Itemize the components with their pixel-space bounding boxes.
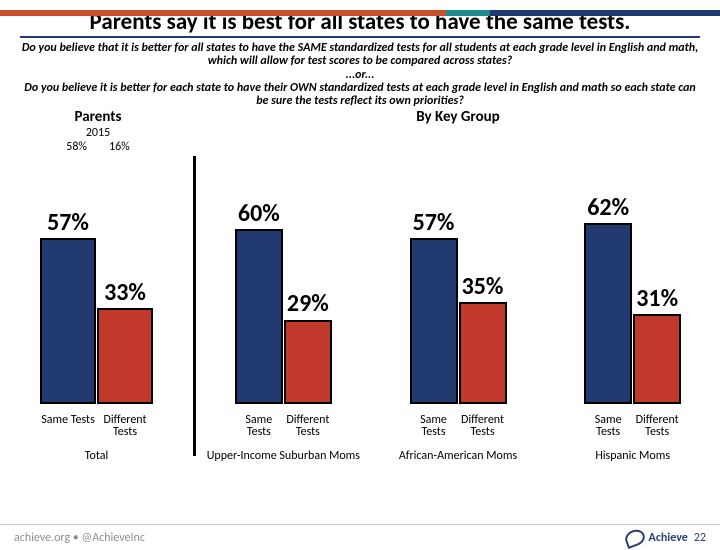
bar-same: 57%: [40, 194, 96, 404]
group-chart-2: 62%31%Same TestsDifferent TestsHispanic …: [545, 156, 720, 456]
bar-same: 62%: [584, 194, 632, 404]
axis-label-same: Same Tests: [40, 414, 96, 438]
axis-label-same: Same Tests: [410, 414, 458, 438]
group-title-total: Total: [0, 450, 193, 462]
brand-text: Achieve: [649, 531, 688, 545]
slide-subhead: Do you believe that it is better for all…: [0, 42, 720, 108]
achieve-logo-icon: Achieve: [625, 530, 688, 546]
key-groups-charts: 60%29%Same TestsDifferent TestsUpper-Inc…: [196, 156, 720, 456]
section-label-parents: Parents: [0, 108, 196, 126]
bar-same: 60%: [235, 194, 283, 404]
mini-values-row: 58% 16%: [0, 140, 196, 154]
axis-label-same: Same Tests: [235, 414, 283, 438]
group-chart-1: 57%35%Same TestsDifferent TestsAfrican-A…: [371, 156, 546, 456]
axis-label-different: Different Tests: [97, 414, 153, 438]
axis-label-different: Different Tests: [284, 414, 332, 438]
top-accent-rule: [0, 10, 720, 16]
slide-footer: achieve.org • @AchieveInc Achieve 22: [0, 524, 720, 550]
bar-different: 35%: [459, 194, 507, 404]
axis-label-different: Different Tests: [633, 414, 681, 438]
group-title: Hispanic Moms: [545, 450, 720, 462]
bar-different: 29%: [284, 194, 332, 404]
group-title: Upper-Income Suburban Moms: [196, 450, 371, 462]
axis-label-same: Same Tests: [584, 414, 632, 438]
bar-different: 31%: [633, 194, 681, 404]
bar-different: 33%: [97, 194, 153, 404]
mini-value-same: 58%: [66, 140, 87, 154]
parents-chart: 57%33% Same TestsDifferent Tests Total: [0, 156, 196, 456]
group-title: African-American Moms: [371, 450, 546, 462]
year-label: 2015: [0, 126, 196, 140]
page-number: 22: [694, 531, 706, 545]
group-chart-0: 60%29%Same TestsDifferent TestsUpper-Inc…: [196, 156, 371, 456]
charts-region: 57%33% Same TestsDifferent Tests Total 6…: [0, 156, 720, 456]
section-labels: Parents By Key Group: [0, 108, 720, 126]
axis-label-different: Different Tests: [459, 414, 507, 438]
section-label-keygroup: By Key Group: [196, 108, 720, 126]
footer-left-text: achieve.org • @AchieveInc: [14, 531, 145, 545]
footer-brand: Achieve 22: [625, 530, 706, 546]
bar-same: 57%: [410, 194, 458, 404]
mini-value-diff: 16%: [109, 140, 130, 154]
headline-underline: [20, 36, 700, 38]
